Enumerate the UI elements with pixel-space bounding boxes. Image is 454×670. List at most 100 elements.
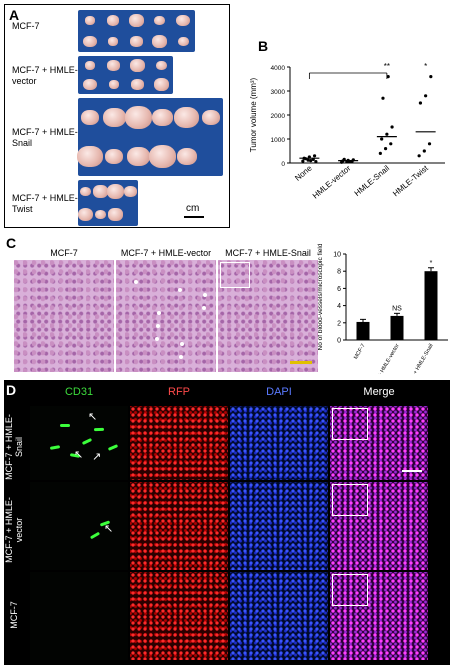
y-tick-label: 8	[337, 269, 341, 276]
data-point	[381, 96, 385, 100]
tumor	[106, 184, 125, 199]
tumor	[81, 109, 100, 126]
tumor	[77, 145, 103, 168]
panel-a-tumor-photo-3	[77, 180, 138, 226]
y-tick-label: 1000	[271, 137, 286, 144]
histology-label-2: MCF-7 + HMLE-Snail	[225, 248, 311, 258]
panel-d-letter: D	[6, 382, 17, 398]
arrow-icon: ↗	[92, 451, 102, 463]
tumor	[176, 147, 197, 166]
y-tick-label: 10	[333, 252, 341, 259]
cd31-vessel	[107, 444, 119, 451]
histology-image-2	[218, 260, 318, 372]
panel-a: A	[4, 4, 230, 228]
tumor	[153, 78, 169, 91]
bar	[424, 271, 438, 340]
x-tick-label: HMLE-Twist	[391, 163, 430, 198]
zoom-inset	[220, 262, 250, 288]
arrow-icon: ↖	[74, 449, 84, 461]
data-point	[386, 75, 390, 79]
data-point	[417, 154, 421, 158]
fluor-image-r2-c1	[130, 572, 228, 660]
tumor	[82, 35, 97, 48]
fluor-image-r0-c2	[230, 406, 328, 480]
data-point	[301, 159, 305, 163]
tumor	[107, 60, 120, 71]
panel-a-label-1: MCF-7 + HMLE-vector	[12, 65, 78, 86]
y-tick-label: 2	[337, 320, 341, 327]
panel-a-letter: A	[9, 7, 20, 23]
vessel-lumen	[156, 324, 160, 328]
tumor	[79, 186, 92, 197]
data-point	[314, 159, 318, 164]
tumor	[85, 61, 95, 70]
scale-bar	[290, 361, 312, 364]
data-point	[306, 158, 310, 162]
tumor	[108, 208, 123, 221]
significance-mark: *	[424, 62, 427, 71]
y-tick-label: 4000	[271, 65, 286, 72]
x-tick-label: HMLE-vector	[311, 163, 353, 200]
row-label-1: MCF-7 + HMLE-vector	[4, 497, 24, 563]
tumor	[102, 107, 126, 128]
tumor	[84, 16, 95, 25]
fluor-image-r1-c0: ↖	[30, 482, 128, 570]
bar-annotation: *	[430, 260, 433, 267]
vessel-lumen	[134, 280, 138, 284]
data-point	[312, 154, 317, 158]
y-tick-label: 6	[337, 286, 341, 293]
data-point	[429, 75, 433, 79]
tumor	[77, 207, 94, 222]
tumor	[106, 15, 120, 26]
panel-c-letter: C	[6, 235, 17, 251]
fluor-image-r1-c2	[230, 482, 328, 570]
panel-b-letter: B	[258, 38, 269, 54]
zoom-inset	[332, 484, 368, 516]
fluor-image-r0-c3	[330, 406, 428, 480]
tumor	[129, 59, 145, 72]
histology-label-0: MCF-7	[50, 248, 78, 258]
y-axis-label: Tumor volume (mm³)	[249, 77, 258, 152]
zoom-inset	[332, 574, 368, 606]
channel-label-0: CD31	[64, 386, 94, 398]
channel-label-3: Merge	[363, 386, 395, 398]
row-label-0: MCF-7 + HMLE-Snail	[4, 414, 24, 480]
y-tick-label: 3000	[271, 89, 286, 96]
significance-mark: **	[384, 62, 390, 71]
data-point	[389, 142, 393, 146]
data-point	[309, 159, 313, 163]
tumor	[108, 37, 118, 46]
tumor	[94, 209, 107, 220]
tumor	[130, 36, 143, 47]
bar	[356, 321, 370, 340]
y-tick-label: 0	[281, 161, 285, 168]
fluor-image-r2-c2	[230, 572, 328, 660]
fluor-image-r0-c1	[130, 406, 228, 480]
tumor	[177, 36, 189, 47]
channel-label-2: DAPI	[266, 386, 292, 398]
tumor	[131, 79, 144, 90]
tumor	[124, 105, 153, 130]
tumor	[201, 109, 220, 126]
x-tick-label: None	[293, 163, 314, 183]
cd31-vessel	[49, 445, 61, 450]
histology-image-0	[14, 260, 114, 372]
x-tick-label: HMLE-Snail	[353, 163, 392, 197]
y-tick-label: 4	[337, 303, 341, 310]
arrow-icon: ↖	[104, 523, 114, 535]
tumor	[148, 144, 177, 169]
tumor	[152, 35, 168, 48]
tumor	[93, 185, 108, 198]
panel-a-label-0: MCF-7	[12, 21, 40, 31]
data-point	[383, 147, 388, 151]
vessel-lumen	[178, 288, 182, 292]
panel-a-tumor-photo-1	[78, 56, 173, 94]
blood-vessel-chart: 0 2 4 6 8 10 No of blood-vessels/microscopic f…	[317, 244, 448, 374]
tumor	[108, 80, 119, 89]
scale-bar-label: cm	[186, 203, 200, 214]
fluor-image-r1-c3	[330, 482, 428, 570]
row-label-2: MCF-7	[9, 601, 19, 629]
tumor	[83, 78, 97, 91]
tumor	[174, 106, 200, 129]
